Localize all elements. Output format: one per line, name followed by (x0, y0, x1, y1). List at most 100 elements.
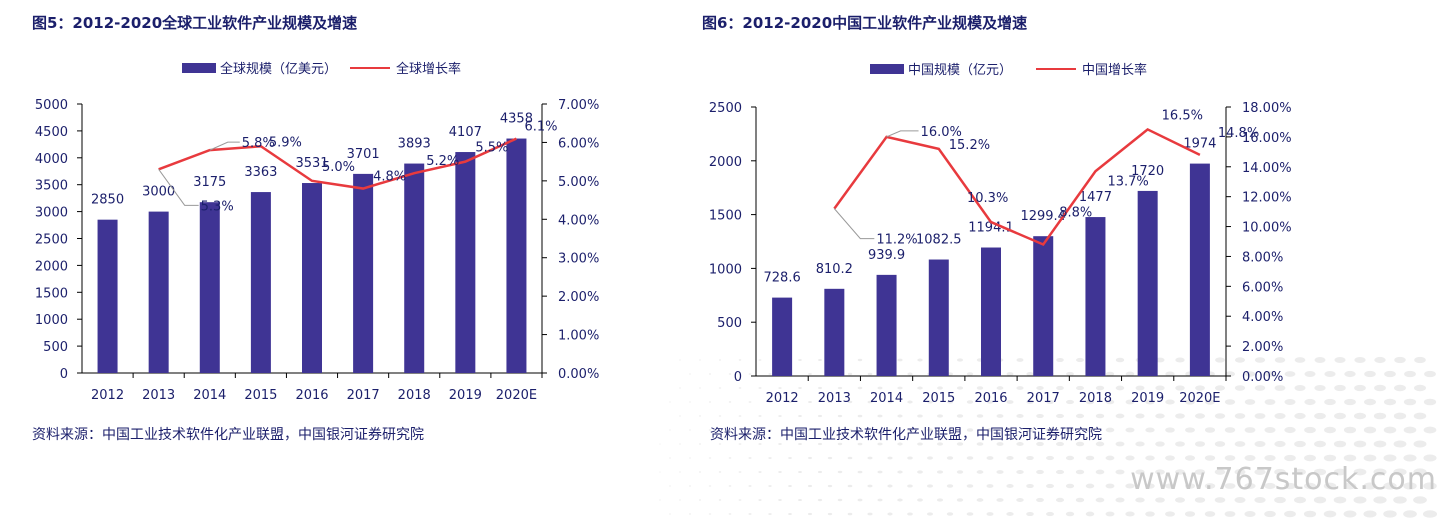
decorative-dot (1065, 483, 1075, 489)
decorative-dot (1174, 497, 1186, 503)
decorative-dot (728, 485, 732, 487)
decorative-dot (728, 429, 732, 431)
decorative-dot (1056, 413, 1064, 419)
decorative-dot (1046, 455, 1054, 461)
decorative-dot (748, 401, 752, 403)
decorative-dot (1393, 440, 1407, 448)
label-leader-line (209, 141, 240, 151)
decorative-dot (817, 414, 823, 418)
decorative-dot (659, 471, 661, 473)
decorative-dot (1006, 428, 1014, 432)
decorative-dot (1085, 455, 1095, 461)
y-left-tick-label: 3500 (35, 179, 68, 194)
decorative-dot (1165, 511, 1175, 517)
decorative-dot (1393, 496, 1407, 504)
y-right-tick-label: 12.00% (1242, 191, 1292, 206)
y-right-tick-label: 10.00% (1242, 221, 1292, 236)
decorative-dot (1234, 469, 1246, 475)
decorative-dot (1343, 426, 1357, 434)
bar-data-label: 728.6 (764, 271, 801, 286)
y-left-tick-label: 1000 (35, 313, 68, 328)
decorative-dot (1313, 468, 1327, 476)
decorative-dot (1155, 357, 1165, 363)
decorative-dot (1155, 497, 1165, 503)
decorative-dot (1006, 400, 1014, 404)
decorative-dot (768, 513, 772, 515)
decorative-dot (1036, 385, 1044, 391)
decorative-dot (857, 414, 863, 418)
decorative-dot (798, 470, 802, 474)
decorative-dot (1184, 455, 1196, 461)
growth-data-label: 5.0% (322, 160, 355, 175)
decorative-dot (688, 457, 692, 459)
decorative-dot (1373, 440, 1387, 448)
decorative-dot (1353, 412, 1367, 420)
decorative-dot (1323, 482, 1337, 490)
decorative-dot (976, 414, 984, 418)
decorative-dot (1145, 427, 1155, 433)
decorative-dot (857, 498, 863, 502)
decorative-dot (1423, 482, 1437, 490)
decorative-dot (1195, 385, 1205, 391)
decorative-dot (917, 442, 923, 446)
decorative-dot (1334, 412, 1346, 420)
decorative-dot (966, 512, 974, 516)
decorative-dot (798, 498, 802, 502)
y-left-tick-label: 500 (43, 340, 68, 355)
decorative-dot (1344, 398, 1356, 406)
decorative-dot (1274, 385, 1286, 391)
x-tick-label: 2020E (1179, 391, 1220, 406)
decorative-dot (1165, 371, 1175, 377)
decorative-dot (966, 372, 974, 376)
decorative-dot (768, 401, 772, 403)
decorative-dot (877, 442, 883, 446)
decorative-dot (1056, 385, 1064, 391)
decorative-dot (927, 428, 933, 432)
bar (772, 297, 793, 376)
decorative-dot (986, 512, 994, 516)
decorative-dot (688, 513, 692, 515)
decorative-dot (966, 428, 974, 432)
decorative-dot (738, 443, 742, 445)
decorative-dot (1314, 357, 1326, 363)
y-right-tick-label: 16.00% (1242, 131, 1292, 146)
x-tick-label: 2013 (818, 391, 851, 406)
decorative-dot (936, 442, 944, 446)
decorative-dot (1055, 497, 1065, 503)
legend-bar-label: 全球规模（亿美元） (220, 61, 337, 77)
decorative-dot (708, 373, 712, 375)
decorative-dot (966, 456, 974, 460)
bar (404, 163, 425, 373)
decorative-dot (827, 400, 833, 404)
decorative-dot (718, 471, 722, 473)
decorative-dot (758, 387, 762, 389)
decorative-dot (1115, 357, 1125, 363)
x-tick-label: 2013 (142, 388, 175, 403)
bar-data-label: 3000 (142, 185, 175, 200)
label-leader-line (158, 169, 199, 206)
decorative-dot (679, 415, 681, 417)
growth-data-label: 8.8% (1059, 205, 1092, 220)
decorative-dot (758, 443, 762, 445)
y-left-tick-label: 500 (717, 316, 742, 331)
decorative-dot (669, 401, 671, 403)
decorative-dot (758, 415, 762, 417)
decorative-dot (768, 457, 772, 459)
decorative-dot (1284, 426, 1296, 434)
y-left-tick-label: 1500 (35, 286, 68, 301)
decorative-dot (1105, 371, 1115, 377)
decorative-dot (1373, 496, 1387, 504)
bar (506, 138, 527, 373)
decorative-dot (1095, 385, 1105, 391)
decorative-dot (956, 414, 964, 418)
decorative-dot (738, 499, 742, 501)
decorative-dot (1006, 372, 1014, 376)
decorative-dot (698, 415, 702, 417)
decorative-dot (1423, 454, 1437, 462)
decorative-dot (768, 485, 772, 487)
decorative-dot (1274, 496, 1286, 504)
y-left-tick-label: 1000 (709, 262, 742, 277)
x-tick-label: 2014 (870, 391, 903, 406)
y-right-tick-label: 0.00% (1242, 370, 1283, 385)
x-tick-label: 2015 (922, 391, 955, 406)
